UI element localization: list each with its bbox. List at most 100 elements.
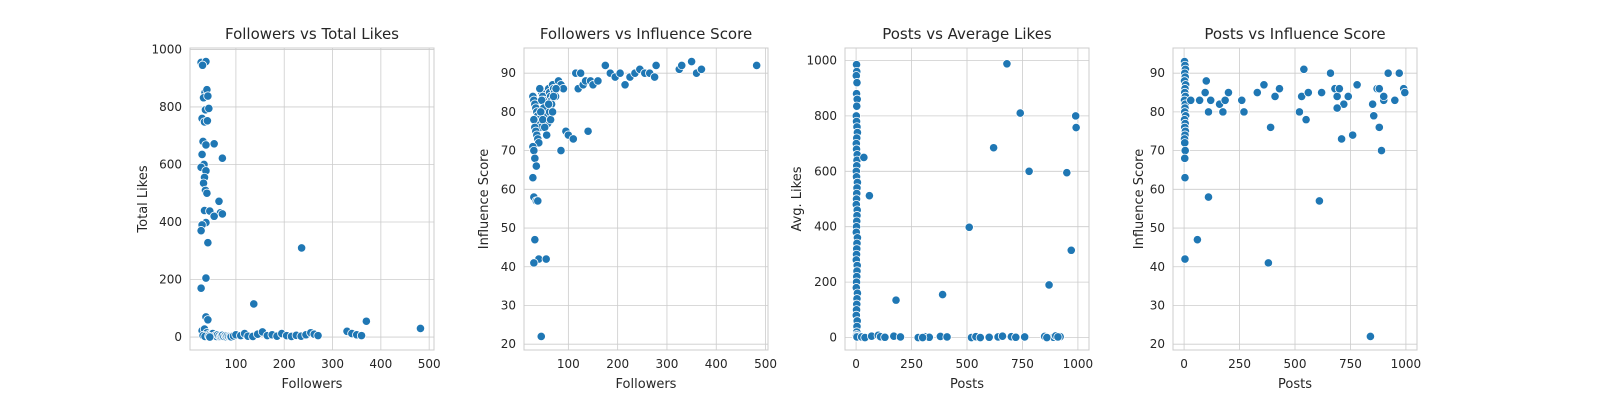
- y-tick-label: 50: [1150, 221, 1165, 235]
- data-point: [1024, 166, 1034, 176]
- x-tick-label: 400: [705, 357, 728, 371]
- data-point: [1383, 68, 1393, 78]
- x-tick-label: 500: [1284, 357, 1307, 371]
- y-tick-label: 200: [814, 275, 837, 289]
- data-point: [1374, 122, 1384, 132]
- data-point: [203, 91, 213, 101]
- y-tick-label: 200: [159, 273, 182, 287]
- data-point: [313, 331, 323, 341]
- data-point: [547, 107, 558, 117]
- data-point: [1303, 87, 1313, 98]
- subplot-followers-vs-total-likes: 100 200 300 400 500 0 200 400 600 800 1000 Follow…: [136, 25, 441, 392]
- chart-title: Followers vs Influence Score: [540, 25, 752, 43]
- data-point: [852, 101, 862, 111]
- data-point: [937, 289, 948, 300]
- y-tick-label: 30: [501, 298, 516, 312]
- x-tick-label: 200: [273, 357, 296, 371]
- data-point: [1336, 134, 1347, 144]
- data-point: [1218, 107, 1228, 117]
- data-point: [217, 153, 227, 163]
- data-point: [1002, 59, 1012, 69]
- data-point: [551, 84, 561, 94]
- data-point: [1239, 107, 1249, 117]
- data-point: [1020, 332, 1030, 342]
- plot-area: [189, 47, 435, 351]
- y-tick-label: 20: [1150, 337, 1165, 351]
- data-points: [196, 56, 426, 342]
- data-point: [1192, 235, 1203, 245]
- y-tick-label: 90: [501, 66, 516, 80]
- data-point: [249, 299, 259, 309]
- data-point: [1301, 115, 1311, 125]
- x-tick-labels: 0 250 500 750 1000: [1180, 357, 1421, 371]
- y-tick-label: 40: [501, 260, 516, 274]
- data-point: [1294, 107, 1305, 117]
- x-axis-label: Followers: [282, 377, 343, 392]
- y-tick-label: 90: [1150, 66, 1165, 80]
- data-point: [864, 191, 875, 201]
- data-point: [1259, 80, 1269, 90]
- data-point: [1053, 332, 1063, 342]
- y-tick-labels: 20 30 40 50 60 70 80 90: [501, 66, 516, 351]
- y-tick-label: 80: [1150, 105, 1165, 119]
- data-point: [568, 134, 578, 144]
- data-point: [528, 173, 538, 183]
- data-point: [544, 99, 554, 109]
- data-point: [975, 332, 985, 343]
- data-point: [1180, 146, 1190, 156]
- data-point: [529, 258, 539, 268]
- y-axis-label: Total Likes: [136, 165, 151, 233]
- data-point: [891, 295, 901, 305]
- data-point: [1201, 76, 1211, 86]
- subplot-posts-vs-influence-score: 0 250 500 750 1000 20 30 40 50 60 70 80 90 Posts vs…: [1132, 25, 1421, 392]
- x-axis-label: Posts: [950, 377, 984, 392]
- chart-title: Followers vs Total Likes: [225, 25, 399, 43]
- data-points: [528, 56, 762, 342]
- data-point: [1200, 87, 1210, 98]
- data-point: [1266, 122, 1276, 132]
- y-tick-label: 80: [501, 105, 516, 119]
- data-point: [918, 332, 928, 343]
- data-point: [1400, 87, 1410, 98]
- data-point: [583, 126, 593, 136]
- data-point: [1195, 95, 1205, 105]
- y-tick-labels: 20 30 40 50 60 70 80 90: [1150, 66, 1165, 351]
- data-point: [1348, 130, 1358, 140]
- x-tick-label: 0: [852, 357, 860, 371]
- y-tick-label: 30: [1150, 298, 1165, 312]
- data-point: [1206, 95, 1216, 105]
- data-point: [361, 316, 371, 326]
- x-tick-label: 1000: [1063, 357, 1094, 371]
- data-point: [415, 323, 426, 334]
- data-point: [1062, 168, 1072, 178]
- data-point: [1223, 87, 1234, 98]
- x-tick-label: 250: [900, 357, 923, 371]
- x-tick-label: 750: [1339, 357, 1362, 371]
- data-point: [1180, 153, 1190, 163]
- data-point: [530, 235, 540, 245]
- data-point: [1180, 254, 1190, 264]
- data-point: [1317, 87, 1327, 98]
- data-point: [540, 122, 550, 132]
- subplot-posts-vs-average-likes: 0 250 500 750 1000 0 200 400 600 800 1000 Posts v…: [790, 25, 1093, 392]
- data-point: [600, 60, 610, 71]
- data-point: [1390, 95, 1400, 105]
- data-point: [984, 332, 994, 342]
- data-point: [1374, 84, 1384, 94]
- data-point: [942, 332, 952, 342]
- x-tick-label: 500: [956, 357, 979, 371]
- data-point: [1334, 84, 1344, 94]
- x-tick-label: 250: [1228, 357, 1251, 371]
- data-point: [1203, 192, 1214, 202]
- data-point: [696, 64, 707, 74]
- y-tick-label: 400: [159, 215, 182, 229]
- y-tick-label: 60: [501, 182, 516, 196]
- data-point: [297, 243, 307, 253]
- x-tick-label: 300: [321, 357, 344, 371]
- data-points: [851, 59, 1081, 343]
- x-tick-label: 750: [1011, 357, 1034, 371]
- x-tick-label: 0: [1180, 357, 1188, 371]
- data-point: [1066, 245, 1076, 255]
- data-point: [529, 146, 539, 156]
